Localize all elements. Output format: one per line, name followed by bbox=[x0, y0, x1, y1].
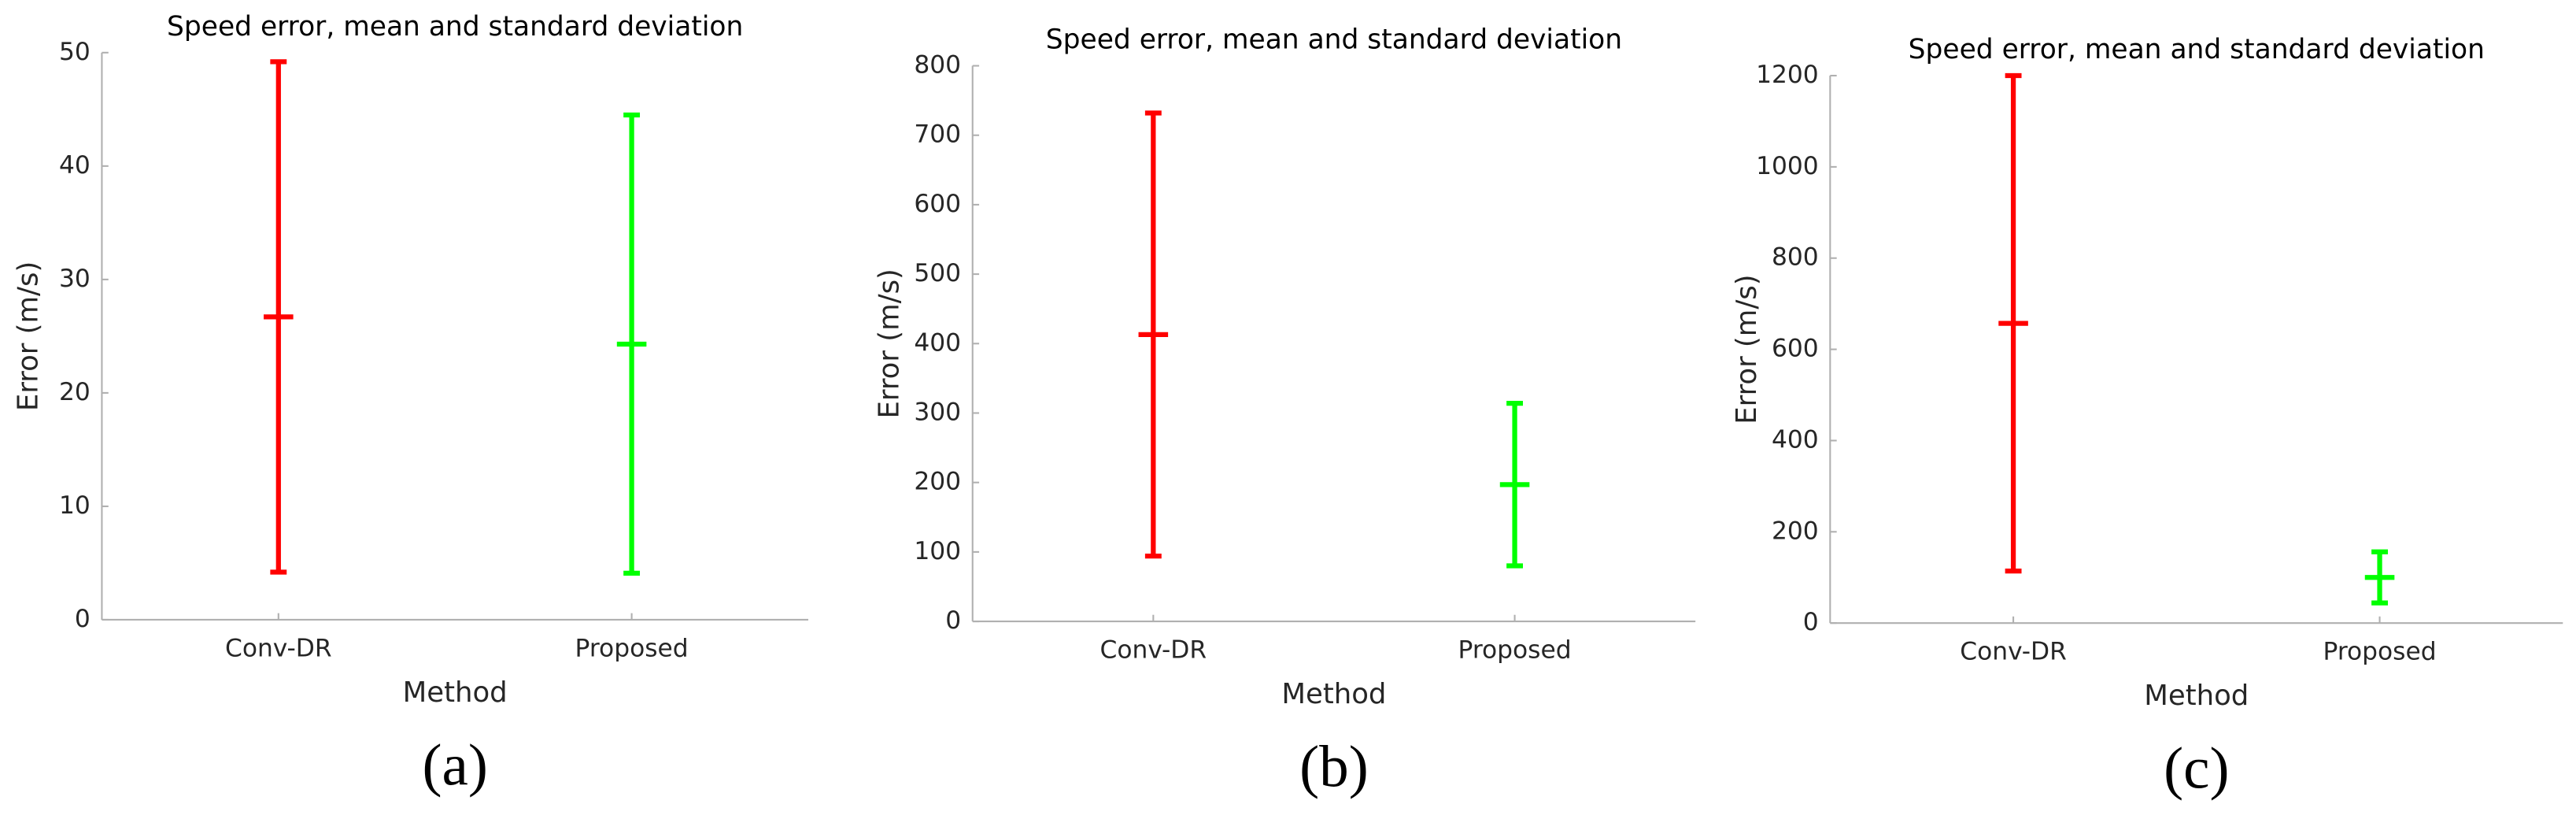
y-tick-label: 0 bbox=[1803, 608, 1819, 636]
y-axis-label: Error (m/s) bbox=[1731, 274, 1763, 424]
y-tick-label: 200 bbox=[1772, 517, 1819, 545]
x-axis-label: Method bbox=[403, 676, 508, 709]
y-axis-label: Error (m/s) bbox=[873, 269, 905, 418]
y-tick-label: 600 bbox=[1772, 335, 1819, 363]
chart-title: Speed error, mean and standard deviation bbox=[167, 11, 743, 43]
y-tick-label: 20 bbox=[59, 378, 91, 406]
x-tick-label: Conv-DR bbox=[225, 635, 332, 663]
y-tick-label: 10 bbox=[59, 491, 91, 520]
y-tick-label: 50 bbox=[59, 38, 91, 66]
y-tick-label: 0 bbox=[75, 605, 91, 633]
y-tick-label: 30 bbox=[59, 265, 91, 293]
y-tick-label: 800 bbox=[1772, 243, 1819, 272]
x-axis-label: Method bbox=[1281, 678, 1386, 710]
y-tick-label: 400 bbox=[914, 328, 961, 357]
x-tick-label: Proposed bbox=[2323, 638, 2437, 666]
caption: (b) bbox=[1299, 734, 1369, 799]
caption: (a) bbox=[423, 732, 488, 798]
x-tick-label: Proposed bbox=[575, 635, 689, 663]
y-tick-label: 400 bbox=[1772, 425, 1819, 454]
chart-title: Speed error, mean and standard deviation bbox=[1909, 34, 2485, 65]
x-tick-label: Conv-DR bbox=[1100, 636, 1207, 665]
x-tick-label: Conv-DR bbox=[1960, 638, 2067, 666]
y-tick-label: 700 bbox=[914, 120, 961, 149]
y-tick-label: 0 bbox=[945, 606, 961, 635]
x-axis-label: Method bbox=[2144, 680, 2249, 712]
y-axis-label: Error (m/s) bbox=[13, 261, 45, 411]
y-tick-label: 500 bbox=[914, 259, 961, 287]
chart-title: Speed error, mean and standard deviation bbox=[1046, 24, 1622, 56]
y-tick-label: 1000 bbox=[1756, 152, 1819, 180]
y-tick-label: 40 bbox=[59, 151, 91, 180]
x-tick-label: Proposed bbox=[1458, 636, 1572, 665]
y-tick-label: 100 bbox=[914, 537, 961, 565]
y-tick-label: 600 bbox=[914, 190, 961, 218]
y-tick-label: 200 bbox=[914, 468, 961, 496]
y-tick-label: 1200 bbox=[1756, 61, 1819, 89]
caption: (c) bbox=[2164, 736, 2229, 801]
y-tick-label: 800 bbox=[914, 51, 961, 80]
y-tick-label: 300 bbox=[914, 398, 961, 426]
